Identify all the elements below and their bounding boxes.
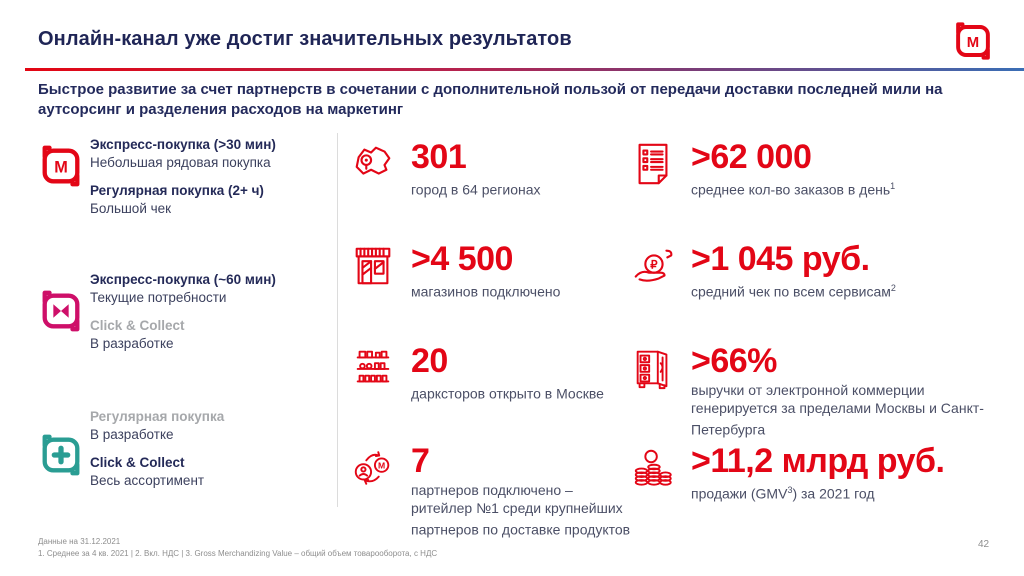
brand-line: Экспресс-покупка (~60 мин): [90, 272, 276, 287]
stat-value: >62 000: [691, 138, 812, 176]
stat-caption: магазинов подключено: [411, 279, 560, 301]
magnit-m-icon: М: [956, 22, 990, 60]
stat-text: 20 дарксторов открыто в Москве: [411, 343, 604, 403]
data-as-of-note: Данные на 31.12.2021: [38, 537, 121, 546]
caption-text: среднее кол-во заказов в день: [691, 181, 891, 198]
partners-cycle-icon: М: [354, 451, 390, 485]
stat-text: 301 город в 64 регионах: [411, 139, 541, 199]
stat-gmv: >11,2 млрд руб. продажи (GMV3) за 2021 г…: [630, 442, 945, 503]
page-title: Онлайн-канал уже достиг значительных рез…: [38, 28, 572, 50]
store-icon: [355, 247, 391, 285]
slide-subtitle: Быстрое развитие за счет партнерств в со…: [38, 81, 943, 118]
caption-text: продажи (GMV: [691, 485, 788, 502]
caption-end: ) за 2021 год: [792, 485, 875, 502]
brand-line: Click & Collect: [90, 318, 185, 333]
brand-line: Регулярная покупка: [90, 409, 225, 424]
stat-text: >66% выручки от электронной коммерции ге…: [691, 343, 991, 439]
brand-block-apteka: Регулярная покупка В разработке Click & …: [90, 408, 224, 490]
stat-caption: среднее кол-во заказов в день1: [691, 177, 895, 199]
stat-caption: выручки от электронной коммерции генерир…: [691, 381, 991, 439]
brand-line: Весь ассортимент: [90, 473, 205, 488]
stat-text: >1 045 руб. средний чек по всем сервисам…: [691, 241, 896, 301]
stat-value: >11,2 млрд руб.: [691, 442, 945, 480]
caption-text: дарксторов открыто в Москве: [411, 385, 604, 402]
magnit-red-logo-icon: М: [42, 145, 80, 187]
stat-value: 301: [411, 138, 467, 176]
brand-icon-magnit-cosmetic: [38, 288, 84, 334]
stat-value: >4 500: [411, 240, 513, 278]
header-divider: [25, 68, 1024, 71]
coins-stack-icon: [634, 449, 672, 486]
stat-orders: >62 000 среднее кол-во заказов в день1: [630, 139, 895, 199]
stat-value: >66%: [691, 342, 777, 380]
brand-line: Click & Collect: [90, 455, 185, 470]
caption-text: выручки от электронной коммерции генерир…: [691, 382, 984, 438]
stat-regions-revenue: >66% выручки от электронной коммерции ге…: [630, 343, 991, 439]
brand-icon-magnit-apteka: [38, 432, 84, 478]
magnit-teal-logo-icon: [42, 434, 80, 476]
stat-value: 20: [411, 342, 448, 380]
stat-text: >11,2 млрд руб. продажи (GMV3) за 2021 г…: [691, 442, 945, 503]
stat-caption: продажи (GMV3) за 2021 год: [691, 481, 944, 503]
brand-block-express: Экспресс-покупка (~60 мин) Текущие потре…: [90, 271, 276, 353]
map-pin-icon: [355, 146, 391, 175]
caption-text: партнеров подключено – ритейлер №1 среди…: [411, 482, 631, 538]
stat-partners: М 7 партнеров подключено – ритейлер №1 с…: [350, 443, 631, 539]
brand-line: В разработке: [90, 427, 174, 442]
stat-stores: >4 500 магазинов подключено: [350, 241, 560, 301]
stat-caption: партнеров подключено – ритейлер №1 среди…: [411, 481, 631, 539]
caption-text: средний чек по всем сервисам: [691, 283, 891, 300]
stat-text: >4 500 магазинов подключено: [411, 241, 560, 301]
caption-sup: 1: [890, 181, 896, 191]
stat-caption: город в 64 регионах: [411, 177, 541, 199]
stat-value: 7: [411, 442, 430, 480]
stat-text: 7 партнеров подключено – ритейлер №1 сре…: [411, 443, 631, 539]
brand-line: Текущие потребности: [90, 290, 227, 305]
stat-text: >62 000 среднее кол-во заказов в день1: [691, 139, 895, 199]
caption-text: город в 64 регионах: [411, 181, 541, 198]
page-number: 42: [978, 539, 990, 550]
brand-line: Экспресс-покупка (>30 мин): [90, 137, 276, 152]
magnit-magenta-logo-icon: [42, 290, 80, 332]
brand-icon-magnit-dostavka: М: [38, 143, 84, 189]
svg-text:М: М: [967, 35, 979, 51]
caption-sup: 3: [787, 485, 793, 495]
brand-line: Большой чек: [90, 201, 172, 216]
vertical-divider: [337, 133, 338, 507]
orders-list-icon: [638, 143, 668, 185]
stat-darkstores: 20 дарксторов открыто в Москве: [350, 343, 604, 403]
svg-text:М: М: [54, 159, 68, 177]
caption-sup: 2: [890, 283, 896, 293]
darkstore-shelves-icon: [356, 350, 390, 383]
caption-text: магазинов подключено: [411, 283, 561, 300]
stat-avg-check: ₽ >1 045 руб. средний чек по всем сервис…: [630, 241, 896, 301]
stat-caption: дарксторов открыто в Москве: [411, 381, 604, 403]
hand-ruble-icon: ₽: [634, 249, 673, 282]
brand-line: В разработке: [90, 336, 174, 351]
brand-block-dostavka: Экспресс-покупка (>30 мин) Небольшая ряд…: [90, 136, 276, 218]
svg-text:М: М: [378, 460, 385, 470]
svg-text:₽: ₽: [650, 259, 658, 271]
safe-icon: [636, 350, 668, 390]
brand-line: Регулярная покупка (2+ ч): [90, 183, 264, 198]
stat-caption: средний чек по всем сервисам2: [691, 279, 896, 301]
magnit-logo: М: [952, 20, 994, 62]
footnotes: 1. Среднее за 4 кв. 2021 | 2. Вкл. НДС |…: [38, 549, 438, 558]
stat-cities: 301 город в 64 регионах: [350, 139, 541, 199]
brand-line: Небольшая рядовая покупка: [90, 155, 271, 170]
stat-value: >1 045 руб.: [691, 240, 870, 278]
